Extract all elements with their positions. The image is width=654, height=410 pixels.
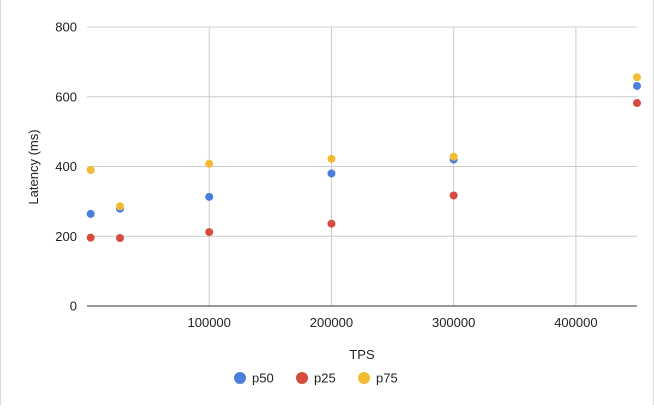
legend-label-p25: p25 bbox=[314, 371, 336, 386]
data-point-p25 bbox=[633, 99, 641, 108]
y-tick-label: 400 bbox=[55, 159, 77, 174]
x-tick-label: 200000 bbox=[310, 315, 353, 330]
data-point-p75 bbox=[449, 152, 458, 161]
data-point-p75 bbox=[116, 202, 124, 211]
data-point-p25 bbox=[205, 228, 214, 237]
x-axis-title: TPS bbox=[349, 347, 375, 362]
tick-labels: 0 200 400 600 800 100000 200000 300000 400000 bbox=[55, 20, 597, 331]
data-point-p75 bbox=[633, 73, 641, 82]
data-point-p50 bbox=[205, 192, 214, 201]
data-point-p75 bbox=[86, 165, 95, 174]
y-axis-title: Latency (ms) bbox=[26, 129, 41, 204]
gridlines bbox=[87, 26, 637, 306]
legend-marker-p50 bbox=[234, 372, 246, 384]
data-points bbox=[86, 73, 641, 242]
legend-marker-p75 bbox=[358, 372, 370, 384]
y-tick-label: 800 bbox=[55, 20, 77, 35]
y-tick-label: 0 bbox=[70, 299, 77, 314]
legend-label-p75: p75 bbox=[376, 371, 398, 386]
y-tick-label: 600 bbox=[55, 89, 77, 104]
legend-label-p50: p50 bbox=[252, 371, 274, 386]
x-tick-label: 400000 bbox=[554, 315, 597, 330]
data-point-p25 bbox=[449, 191, 458, 200]
legend: p50 p25 p75 bbox=[234, 371, 398, 386]
data-point-p25 bbox=[327, 219, 336, 228]
y-tick-label: 200 bbox=[55, 229, 77, 244]
data-point-p50 bbox=[327, 169, 336, 178]
x-tick-label: 300000 bbox=[432, 315, 475, 330]
data-point-p50 bbox=[633, 81, 641, 90]
x-tick-label: 100000 bbox=[188, 315, 231, 330]
data-point-p75 bbox=[205, 159, 214, 168]
data-point-p50 bbox=[86, 209, 95, 218]
data-point-p25 bbox=[86, 233, 95, 242]
data-point-p25 bbox=[116, 233, 124, 242]
legend-marker-p25 bbox=[296, 372, 308, 384]
data-point-p75 bbox=[327, 154, 336, 163]
